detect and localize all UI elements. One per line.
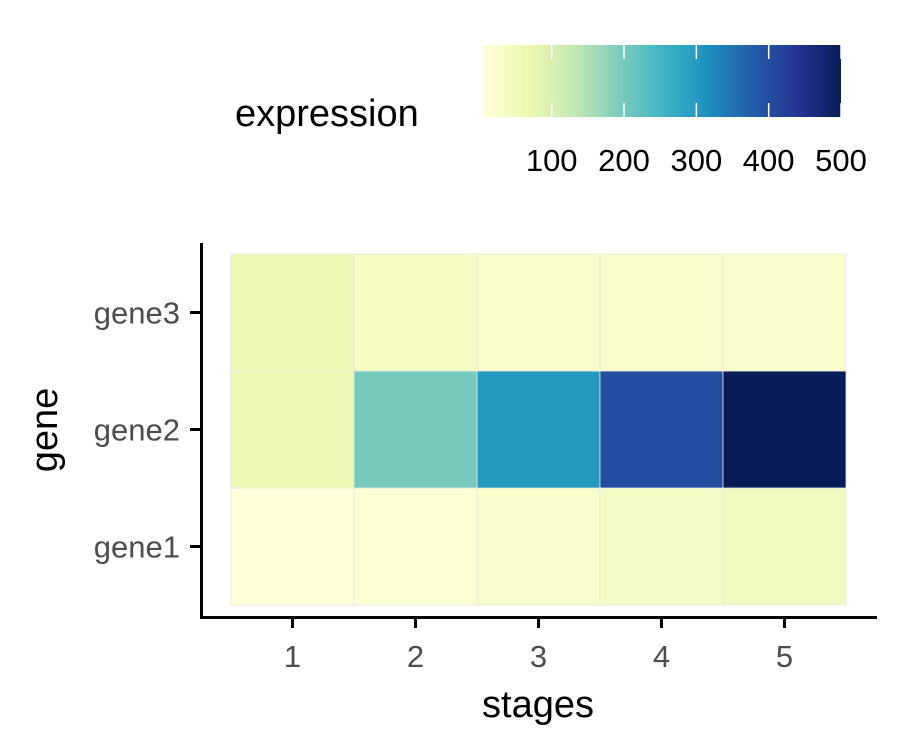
heatmap-cell-gene2-stage-5 <box>722 370 847 489</box>
heatmap-cell-gene3-stage-5 <box>722 253 847 372</box>
legend-title: expression <box>235 93 419 135</box>
x-tick-label: 2 <box>407 639 424 674</box>
heatmap-cell-gene1-stage-4 <box>599 487 724 606</box>
heatmap-cells <box>230 253 847 606</box>
legend-tick-label: 200 <box>598 143 650 178</box>
y-tick-label: gene2 <box>94 413 180 448</box>
x-tick-label: 3 <box>530 639 547 674</box>
heatmap-cell-gene3-stage-2 <box>353 253 478 372</box>
x-tick-label: 5 <box>776 639 793 674</box>
legend-ticks: 100 200 300 400 500 <box>526 45 867 178</box>
legend: expression 100 200 300 400 500 <box>235 45 867 178</box>
y-tick-label: gene1 <box>94 530 180 565</box>
legend-tick-label: 500 <box>815 143 867 178</box>
heatmap-cell-gene3-stage-4 <box>599 253 724 372</box>
y-tick-label: gene3 <box>94 296 180 331</box>
y-axis-title: gene <box>24 388 66 473</box>
heatmap-cell-gene1-stage-1 <box>230 487 355 606</box>
heatmap-cell-gene1-stage-3 <box>476 487 601 606</box>
y-axis-ticks: gene1 gene2 gene3 <box>94 296 200 565</box>
legend-tick-label: 400 <box>743 143 795 178</box>
x-tick-label: 4 <box>653 639 670 674</box>
x-tick-label: 1 <box>284 639 301 674</box>
legend-colorbar <box>483 45 841 117</box>
heatmap-cell-gene2-stage-1 <box>230 370 355 489</box>
heatmap-cell-gene1-stage-5 <box>722 487 847 606</box>
legend-tick-label: 300 <box>670 143 722 178</box>
heatmap-cell-gene2-stage-2 <box>353 370 478 489</box>
axes: 1 2 3 4 5 gene1 gene2 gene3 stages gene <box>24 243 877 726</box>
heatmap-cell-gene3-stage-3 <box>476 253 601 372</box>
legend-tick-label: 100 <box>526 143 578 178</box>
heatmap-cell-gene2-stage-4 <box>599 370 724 489</box>
x-axis-ticks: 1 2 3 4 5 <box>284 618 793 674</box>
heatmap-cell-gene1-stage-2 <box>353 487 478 606</box>
heatmap-cell-gene3-stage-1 <box>230 253 355 372</box>
heatmap-cell-gene2-stage-3 <box>476 370 601 489</box>
x-axis-title: stages <box>482 684 594 726</box>
